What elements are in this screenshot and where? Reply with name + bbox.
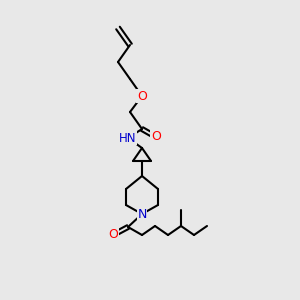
Text: O: O [151, 130, 161, 143]
Text: O: O [108, 229, 118, 242]
Text: HN: HN [119, 131, 137, 145]
Text: O: O [137, 89, 147, 103]
Text: N: N [137, 208, 147, 220]
